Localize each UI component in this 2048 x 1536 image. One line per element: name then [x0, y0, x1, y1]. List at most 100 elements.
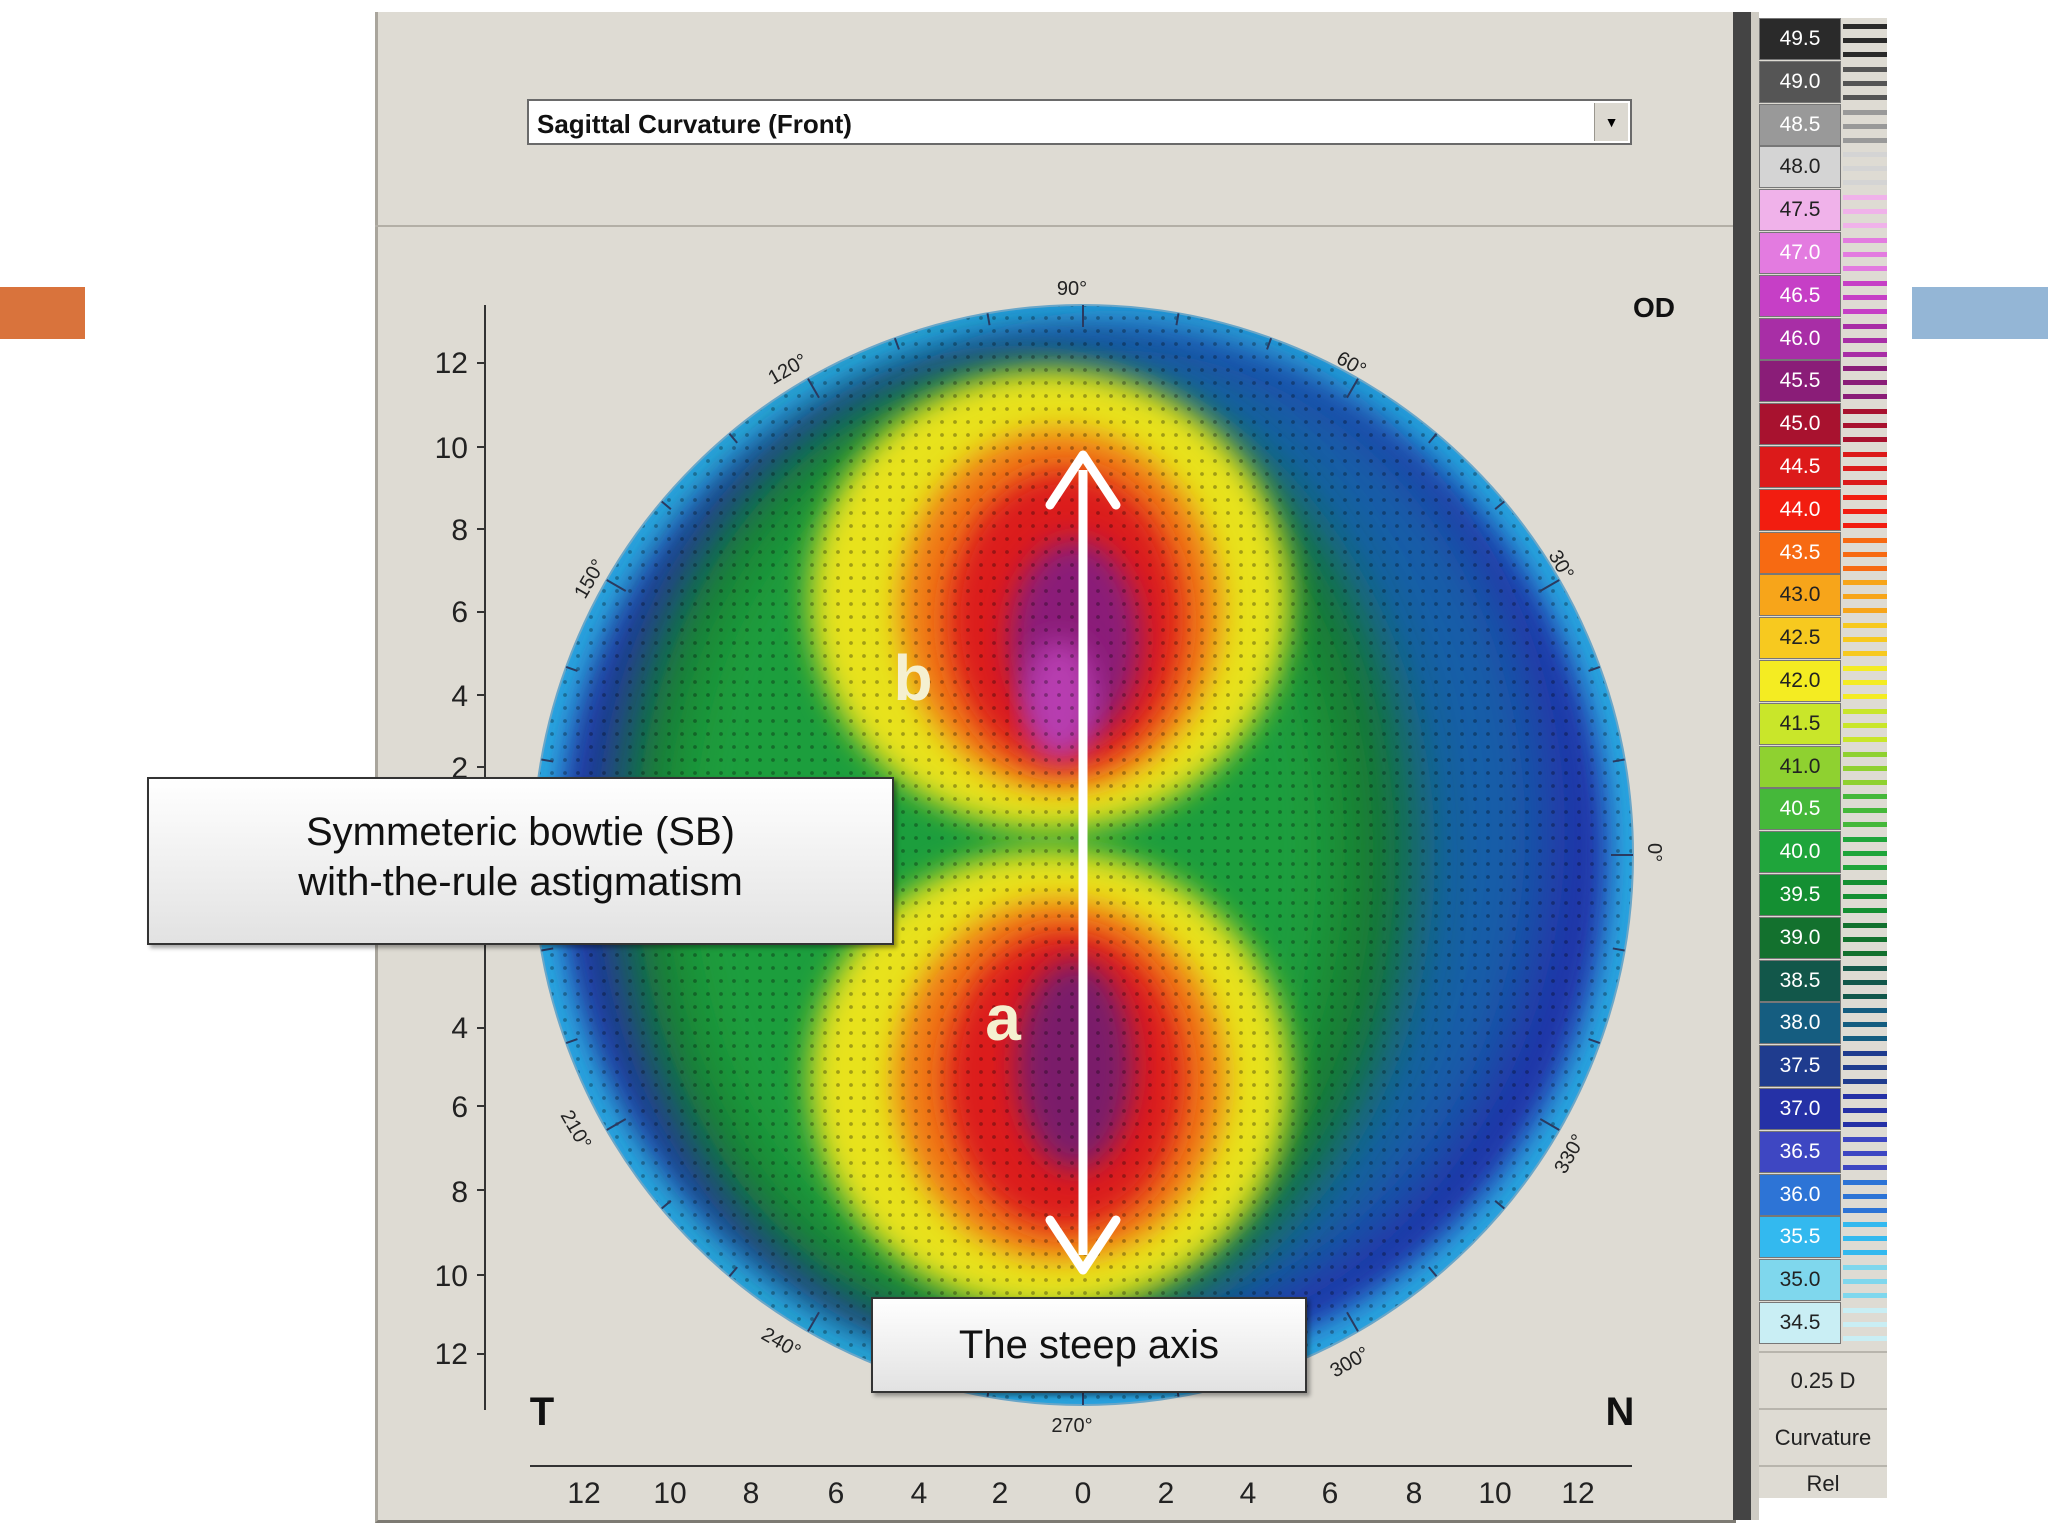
x-tick: 6	[828, 1477, 845, 1510]
scale-line	[1843, 751, 1887, 757]
scale-value: 42.0	[1779, 669, 1821, 692]
scale-swatch	[1759, 1045, 1841, 1088]
degree-ticks	[533, 305, 1633, 1405]
scale-line	[1843, 979, 1887, 985]
scale-entry: 36.5	[1759, 1130, 1887, 1174]
scale-line	[1843, 480, 1887, 485]
scale-divider-highlight	[1751, 12, 1759, 1520]
scale-line	[1843, 666, 1887, 671]
x-axis-ticks: 12 10 8 6 4 2 0 2 4 6 8 10 12	[567, 1477, 1594, 1510]
degree-tick	[661, 1200, 672, 1210]
scale-line	[1843, 651, 1887, 657]
angle-label-270: 270°	[1051, 1415, 1092, 1437]
degree-tick	[541, 947, 554, 952]
scale-value: 48.5	[1779, 112, 1821, 136]
scale-value: 42.5	[1779, 626, 1821, 650]
scale-line	[1843, 1008, 1887, 1014]
bowtie-callout-line1: Symmeteric bowtie (SB)	[306, 810, 735, 854]
scale-line	[1843, 1222, 1887, 1228]
scale-line	[1843, 694, 1887, 699]
scale-line	[1843, 765, 1887, 771]
scale-value: 34.5	[1779, 1311, 1821, 1334]
angle-label-240: 240°	[758, 1323, 805, 1363]
degree-tick	[1539, 579, 1560, 592]
y-tick: 6	[451, 1091, 468, 1124]
scale-value: 45.5	[1779, 369, 1821, 393]
scale-swatch	[1759, 788, 1841, 831]
scale-mode-label[interactable]: Rel	[1759, 1465, 1887, 1500]
degree-tick	[1175, 313, 1180, 326]
scale-entry: 44.0	[1759, 488, 1887, 532]
scale-line	[1843, 1122, 1887, 1127]
scale-line	[1843, 223, 1887, 229]
bowtie-callout-line2: with-the-rule astigmatism	[298, 860, 743, 904]
degree-tick	[661, 500, 672, 510]
scale-line	[1843, 1236, 1887, 1242]
scale-line	[1843, 1065, 1887, 1071]
map-type-dropdown[interactable]: Sagittal Curvature (Front) ▼	[527, 99, 1632, 145]
scale-step-label: 0.25 D	[1759, 1351, 1887, 1408]
scale-line	[1843, 1108, 1887, 1113]
x-tick: 2	[1158, 1477, 1175, 1510]
label-a: a	[985, 982, 1021, 1054]
scale-swatch	[1759, 1259, 1841, 1302]
degree-tick	[1428, 1266, 1438, 1277]
angle-label-90: 90°	[1057, 278, 1087, 300]
scale-line	[1843, 894, 1887, 899]
steep-axis-arrow	[1045, 450, 1121, 1275]
scale-value: 35.0	[1779, 1268, 1821, 1292]
degree-tick	[728, 1266, 738, 1277]
scale-line	[1843, 137, 1887, 143]
scale-value: 35.5	[1779, 1225, 1821, 1249]
scale-line	[1843, 736, 1887, 742]
scale-value: 46.5	[1779, 283, 1821, 307]
scale-entry: 42.0	[1759, 660, 1887, 703]
chevron-down-icon[interactable]: ▼	[1594, 103, 1628, 141]
degree-tick	[893, 337, 900, 350]
scale-entry: 43.0	[1759, 574, 1887, 617]
scale-entry: 48.0	[1759, 146, 1887, 189]
scale-entry: 46.0	[1759, 317, 1887, 361]
scale-entry: 38.0	[1759, 1002, 1887, 1045]
scale-line	[1843, 1265, 1887, 1271]
scale-entry: 45.5	[1759, 360, 1887, 403]
degree-tick	[1588, 665, 1601, 672]
scale-value: 40.0	[1779, 840, 1821, 864]
scale-line	[1843, 323, 1887, 329]
y-tick: 10	[435, 432, 468, 465]
degree-tick	[606, 579, 627, 592]
scale-entry: 41.0	[1759, 745, 1887, 789]
scale-line	[1843, 637, 1887, 643]
scale-line	[1843, 494, 1887, 500]
degree-tick	[541, 758, 554, 763]
y-tick: 8	[451, 1176, 468, 1209]
scale-swatch	[1759, 488, 1841, 531]
scale-value: 38.5	[1779, 968, 1821, 992]
scale-entry: 45.0	[1759, 403, 1887, 446]
scale-line	[1843, 394, 1887, 400]
scale-line	[1843, 195, 1887, 201]
degree-tick	[1494, 500, 1505, 510]
degree-tick	[565, 1038, 578, 1045]
y-tick: 2	[451, 752, 468, 785]
x-tick: 4	[911, 1477, 928, 1510]
degree-tick	[1346, 1311, 1359, 1332]
scale-line	[1843, 423, 1887, 429]
scale-swatch	[1759, 745, 1841, 788]
scale-value: 39.0	[1779, 925, 1821, 949]
scale-entry: 35.5	[1759, 1216, 1887, 1259]
degree-tick	[1539, 1118, 1560, 1131]
scale-line	[1843, 80, 1887, 86]
scale-line	[1843, 508, 1887, 514]
scale-type-label[interactable]: Curvature	[1759, 1408, 1887, 1465]
scale-line	[1843, 865, 1887, 871]
x-tick: 10	[1478, 1477, 1511, 1510]
scale-line	[1843, 294, 1887, 300]
scale-entry: 44.5	[1759, 446, 1887, 489]
scale-value: 45.0	[1779, 412, 1821, 436]
degree-tick	[1428, 433, 1438, 444]
scale-value: 47.0	[1779, 241, 1821, 264]
color-scale-legend: 49.5 49.0 48.5 48.0 47.5 47.0 46.5 46.0 45.5 45.0…	[1759, 18, 1887, 1498]
scale-line	[1843, 1279, 1887, 1285]
scale-line	[1843, 109, 1887, 115]
